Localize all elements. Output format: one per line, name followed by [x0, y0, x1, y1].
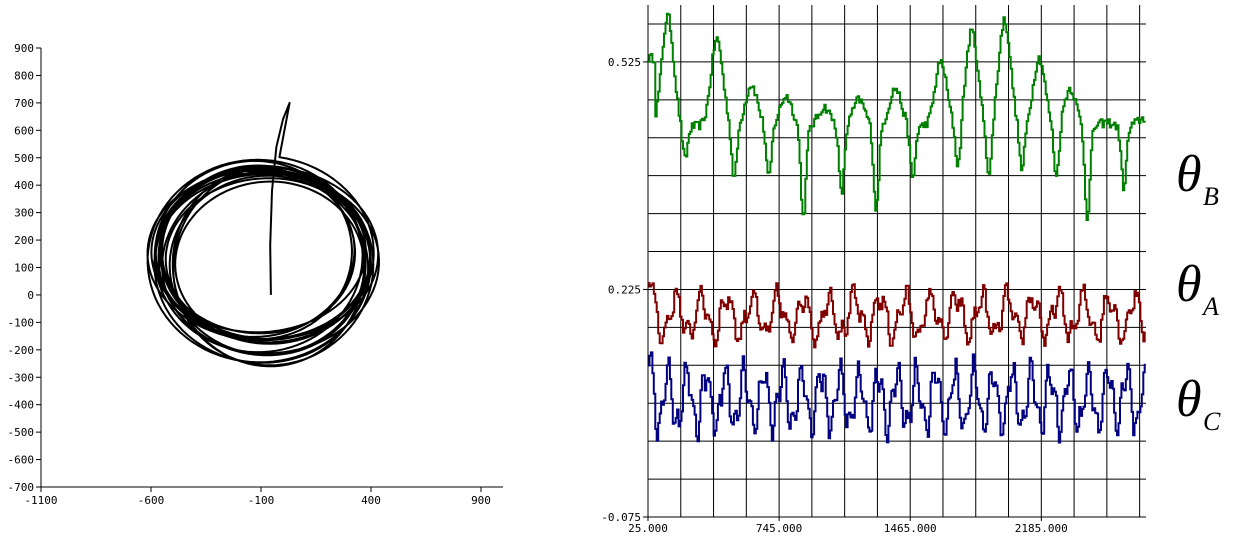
orbit-y-tick-label: -700	[8, 481, 35, 494]
series-label-theta-a: θ	[1176, 256, 1202, 313]
timeseries-y-ticks: 0.525 0.225 -0.075	[601, 56, 648, 524]
orbit-y-tick-label: 500	[14, 152, 34, 165]
series-label-subscript-c: C	[1203, 407, 1221, 436]
orbit-chart: 900 800 700 600 500 400 300 200 100 0 -100 -200 -300…	[8, 42, 503, 507]
timeseries-x-tick-label: 745.000	[756, 522, 802, 535]
orbit-y-tick-label: 0	[27, 289, 34, 302]
orbit-y-tick-label: -400	[8, 399, 35, 412]
orbit-y-tick-label: -100	[8, 316, 35, 329]
orbit-y-tick-label: -200	[8, 344, 35, 357]
orbit-y-tick-label: 900	[14, 42, 34, 55]
timeseries-chart: 0.525 0.225 -0.075 25.000 745.000 1465.000 21…	[601, 5, 1221, 535]
series-label-subscript-a: A	[1201, 292, 1219, 321]
orbit-x-ticks: -1100 -600 -100 400 900	[24, 487, 491, 507]
orbit-x-tick-label: -1100	[24, 494, 57, 507]
series-label-theta-c: θ	[1176, 371, 1202, 428]
orbit-y-tick-label: -500	[8, 426, 35, 439]
orbit-y-tick-label: -300	[8, 371, 35, 384]
timeseries-series	[648, 12, 1146, 444]
orbit-x-tick-label: -100	[248, 494, 275, 507]
series-label-theta-b: θ	[1176, 146, 1202, 203]
orbit-x-tick-label: 900	[471, 494, 491, 507]
orbit-y-tick-label: 600	[14, 124, 34, 137]
timeseries-x-tick-label: 1465.000	[884, 522, 937, 535]
series-label-subscript-b: B	[1203, 182, 1219, 211]
orbit-x-tick-label: -600	[138, 494, 165, 507]
orbit-y-tick-label: 300	[14, 207, 34, 220]
timeseries-x-ticks: 25.000 745.000 1465.000 2185.000	[628, 517, 1068, 535]
timeseries-series-labels: θ Bθ Aθ C	[1176, 146, 1221, 436]
timeseries-x-tick-label: 25.000	[628, 522, 668, 535]
timeseries-y-tick-label: 0.525	[608, 56, 641, 69]
orbit-trajectory-line	[146, 101, 380, 368]
series-line-theta-a	[648, 282, 1146, 349]
series-line-theta-b	[648, 12, 1146, 221]
orbit-y-ticks: 900 800 700 600 500 400 300 200 100 0 -100 -200 -300…	[8, 42, 41, 494]
timeseries-x-tick-label: 2185.000	[1015, 522, 1068, 535]
timeseries-y-tick-label: -0.075	[601, 511, 641, 524]
timeseries-y-tick-label: 0.225	[608, 283, 641, 296]
orbit-y-tick-label: 100	[14, 262, 34, 275]
orbit-x-tick-label: 400	[361, 494, 381, 507]
orbit-y-tick-label: -600	[8, 454, 35, 467]
orbit-y-tick-label: 200	[14, 234, 34, 247]
orbit-y-tick-label: 400	[14, 179, 34, 192]
orbit-y-tick-label: 800	[14, 69, 34, 82]
series-line-theta-c	[648, 351, 1146, 444]
orbit-y-tick-label: 700	[14, 97, 34, 110]
